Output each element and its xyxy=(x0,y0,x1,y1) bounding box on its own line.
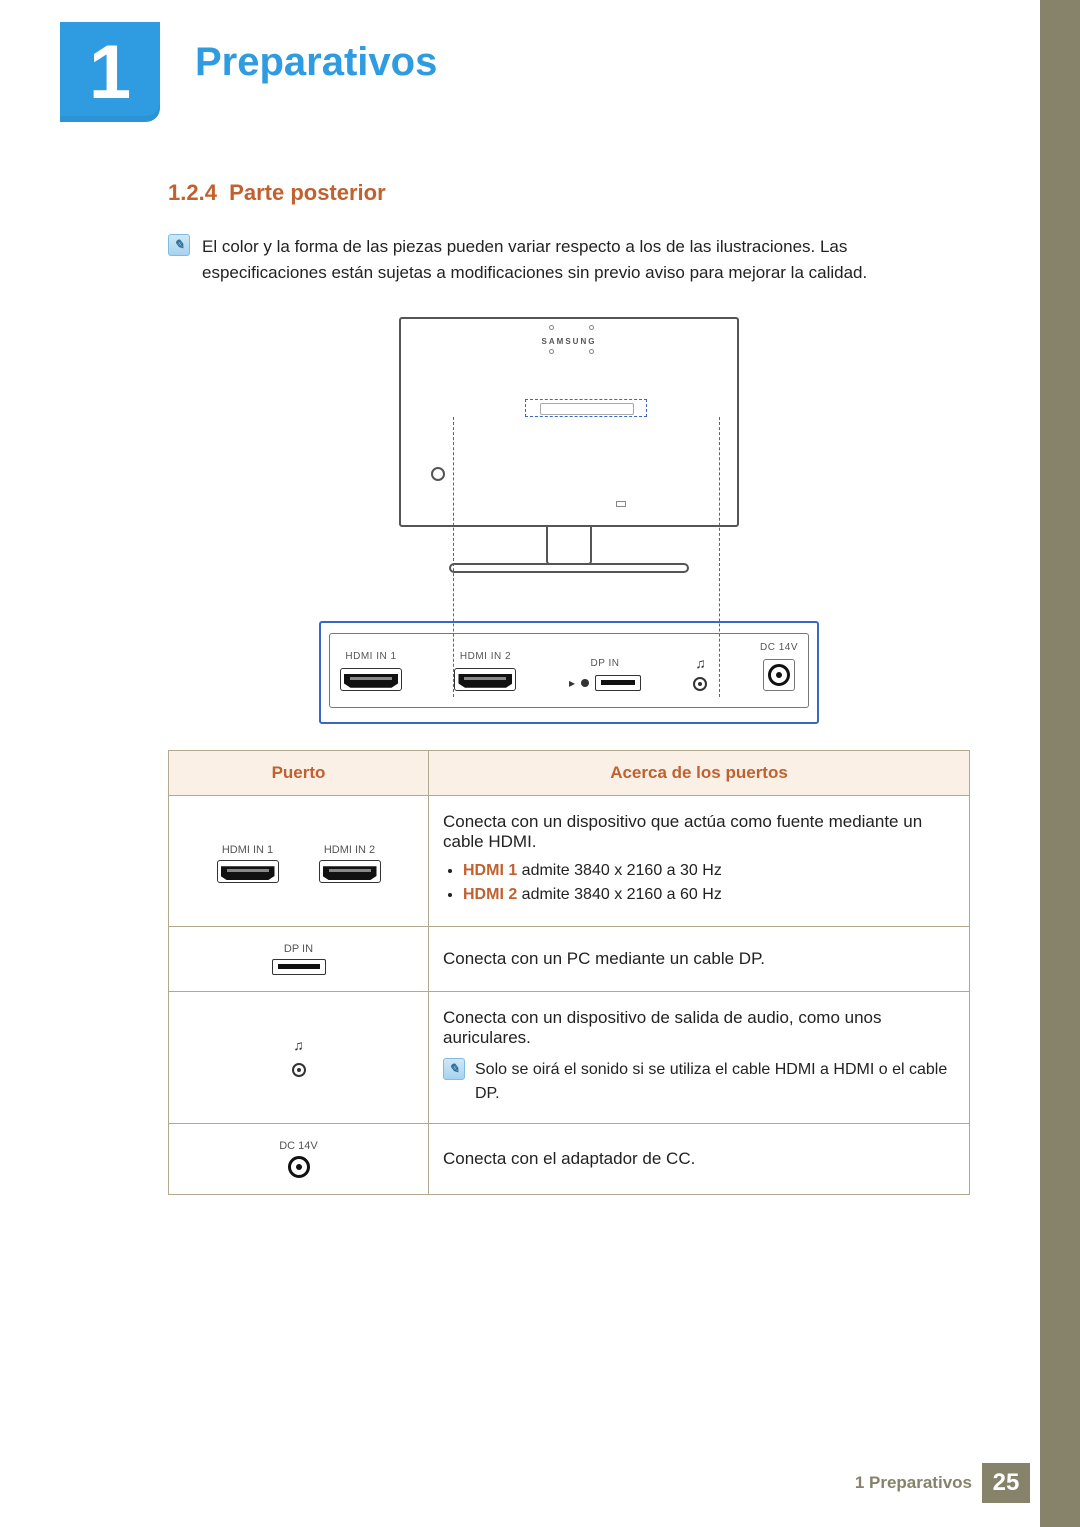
port-cell-dc: DC 14V xyxy=(169,1124,429,1195)
dot-icon xyxy=(581,679,589,687)
monitor-rear-figure: SAMSUNG HDMI IN 1 HDMI IN 2 xyxy=(319,317,819,724)
note-icon: ✎ xyxy=(168,234,190,256)
port-label: HDMI IN 1 xyxy=(222,844,273,856)
dc-jack-icon xyxy=(768,664,790,686)
port-area-callout xyxy=(525,399,647,417)
ports-detail-panel: HDMI IN 1 HDMI IN 2 DP IN ▸ ♫ xyxy=(319,621,819,724)
dc-jack-icon xyxy=(288,1156,310,1178)
chapter-number: 1 xyxy=(89,29,131,116)
screw-icon xyxy=(589,349,594,354)
table-row: HDMI IN 1 HDMI IN 2 Conecta con un dispo… xyxy=(169,795,970,926)
screw-icon xyxy=(549,325,554,330)
port-label: HDMI IN 1 xyxy=(345,651,396,662)
ports-description-table: Puerto Acerca de los puertos HDMI IN 1 H… xyxy=(168,750,970,1196)
hdmi-port-icon xyxy=(344,674,398,688)
port-cell-audio: ♫ xyxy=(169,991,429,1124)
table-row: DC 14V Conecta con el adaptador de CC. xyxy=(169,1124,970,1195)
chapter-title: Preparativos xyxy=(195,40,437,85)
port-label: DP IN xyxy=(183,943,414,955)
table-row: DP IN Conecta con un PC mediante un cabl… xyxy=(169,926,970,991)
table-row: ♫ Conecta con un dispositivo de salida d… xyxy=(169,991,970,1124)
brand-label: SAMSUNG xyxy=(401,337,737,346)
desc-cell-dp: Conecta con un PC mediante un cable DP. xyxy=(429,926,970,991)
port-label: HDMI IN 2 xyxy=(324,844,375,856)
port-label: HDMI IN 2 xyxy=(460,651,511,662)
audio-desc: Conecta con un dispositivo de salida de … xyxy=(443,1008,882,1047)
port-label: DC 14V xyxy=(760,642,798,653)
dp-port-icon xyxy=(595,675,641,691)
section-number: 1.2.4 xyxy=(168,180,217,205)
jog-button-icon xyxy=(431,467,445,481)
port-dp: DP IN ▸ xyxy=(569,658,641,691)
screw-icon xyxy=(589,325,594,330)
port-label: DP IN xyxy=(590,658,619,669)
ports-row: HDMI IN 1 HDMI IN 2 DP IN ▸ ♫ xyxy=(329,633,809,708)
hdmi-port-icon xyxy=(221,866,275,880)
stand-neck xyxy=(546,525,592,565)
hdmi1-spec: HDMI 1 admite 3840 x 2160 a 30 Hz xyxy=(463,862,955,880)
note-text: El color y la forma de las piezas pueden… xyxy=(202,234,970,287)
label-icon xyxy=(616,501,626,507)
arrow-icon: ▸ xyxy=(569,676,575,690)
page-footer: 1 Preparativos 25 xyxy=(855,1463,1030,1503)
audio-jack-icon xyxy=(693,677,707,691)
audio-jack-icon xyxy=(292,1063,306,1077)
port-hdmi1: HDMI IN 1 xyxy=(340,651,402,691)
side-stripe xyxy=(1040,0,1080,1527)
port-dc: DC 14V xyxy=(760,642,798,691)
table-header-desc: Acerca de los puertos xyxy=(429,750,970,795)
port-cell-hdmi: HDMI IN 1 HDMI IN 2 xyxy=(169,795,429,926)
hdmi-port-icon xyxy=(323,866,377,880)
desc-cell-audio: Conecta con un dispositivo de salida de … xyxy=(429,991,970,1124)
chapter-number-tab: 1 xyxy=(60,22,160,122)
screw-icon xyxy=(549,349,554,354)
note-icon: ✎ xyxy=(443,1058,465,1080)
info-note: ✎ El color y la forma de las piezas pued… xyxy=(168,234,970,287)
footer-chapter-label: 1 Preparativos xyxy=(855,1473,982,1493)
monitor-shell: SAMSUNG xyxy=(399,317,739,527)
table-header-port: Puerto xyxy=(169,750,429,795)
page-content: 1.2.4 Parte posterior ✎ El color y la fo… xyxy=(168,180,970,1195)
port-label: DC 14V xyxy=(183,1140,414,1152)
desc-cell-dc: Conecta con el adaptador de CC. xyxy=(429,1124,970,1195)
hdmi2-spec: HDMI 2 admite 3840 x 2160 a 60 Hz xyxy=(463,886,955,904)
stand-base xyxy=(449,563,689,573)
audio-note: Solo se oirá el sonido si se utiliza el … xyxy=(475,1058,955,1108)
desc-cell-hdmi: Conecta con un dispositivo que actúa com… xyxy=(429,795,970,926)
headphone-icon: ♫ xyxy=(695,655,706,671)
port-headphone: ♫ xyxy=(693,655,707,691)
port-cell-dp: DP IN xyxy=(169,926,429,991)
port-hdmi2: HDMI IN 2 xyxy=(454,651,516,691)
headphone-icon: ♫ xyxy=(293,1037,304,1053)
section-heading: 1.2.4 Parte posterior xyxy=(168,180,970,206)
footer-page-number: 25 xyxy=(982,1463,1030,1503)
dp-port-icon xyxy=(272,959,326,975)
hdmi-port-icon xyxy=(458,674,512,688)
section-title: Parte posterior xyxy=(229,180,386,205)
hdmi-desc: Conecta con un dispositivo que actúa com… xyxy=(443,812,922,851)
